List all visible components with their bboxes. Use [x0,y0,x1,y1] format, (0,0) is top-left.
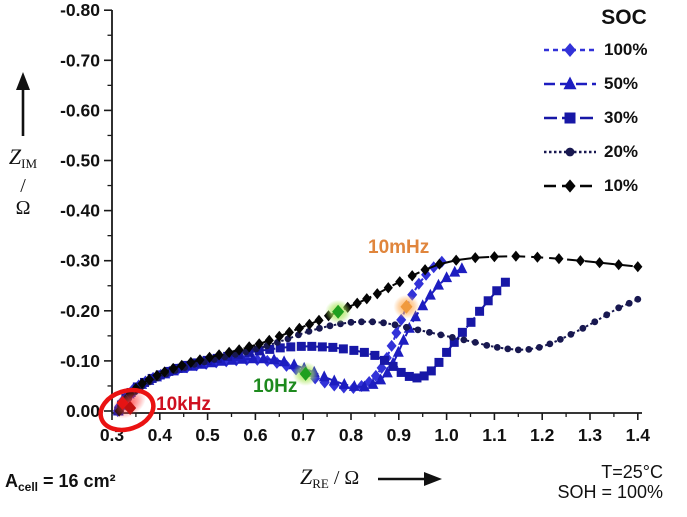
annotation-label-f-low: 10mHz [368,237,429,258]
cell-area-subscript: cell [18,480,39,494]
y-axis-arrow-icon [10,72,36,145]
annotation-f-high: 10kHz [111,389,211,419]
y-axis-ticks: 0.00 -0.10 -0.20 -0.30 -0.40 -0.50 -0.60 -0.70 -… [60,0,112,421]
cell-area-note: Acell = 16 cm² [5,471,116,494]
legend-entry-label: 50% [604,74,639,93]
y-tick-label: -0.70 [60,50,100,70]
x-axis-ticks: 0.3 0.4 0.5 0.6 0.7 0.8 0.9 1.0 1.1 1.2 1.3 1.4 [100,413,650,445]
annotation-label-f-mid: 10Hz [253,376,297,397]
legend-sample-circle-icon [544,147,596,157]
soh-note: SOH = 100% [557,482,663,502]
y-tick-label: -0.10 [60,351,100,371]
x-tick-label: 0.4 [148,425,173,445]
y-tick-label: -0.30 [60,251,100,271]
legend-entry-10: 10% [543,176,671,196]
annotation-label-f-high: 10kHz [156,394,211,415]
y-axis-symbol: Z [8,144,22,169]
x-axis-label: ZRE / Ω [300,464,443,494]
x-axis-arrow-icon [378,472,443,486]
x-tick-label: 1.2 [530,425,555,445]
x-axis-unit: / Ω [328,467,360,489]
legend-sample-triangle-icon [544,76,596,90]
y-tick-label: -0.50 [60,151,100,171]
test-conditions: T=25°C SOH = 100% [557,462,663,502]
legend-title: SOC [601,6,647,29]
x-tick-label: 1.3 [578,425,603,445]
x-tick-label: 0.7 [291,425,315,445]
x-tick-label: 1.1 [482,425,507,445]
y-tick-label: -0.80 [60,0,100,20]
y-axis-label: ZIM / Ω [0,144,46,220]
x-axis-symbol: Z [300,464,313,489]
cell-area-value: = 16 cm² [38,471,116,491]
y-axis-unit: Ω [15,197,31,219]
y-tick-label: -0.40 [60,201,100,221]
legend-entry-100: 100% [543,40,671,60]
cell-area-symbol: A [5,471,18,491]
y-tick-label: 0.00 [66,401,100,421]
x-tick-label: 1.4 [626,425,651,445]
legend-entry-label: 30% [604,108,639,127]
legend-sample-diamond-icon [544,43,596,57]
axes [111,10,642,414]
x-tick-label: 0.5 [195,425,220,445]
x-tick-label: 0.6 [243,425,268,445]
annotation-f-mid: 10Hz [253,299,352,397]
x-axis-symbol-subscript: RE [312,476,329,491]
y-tick-label: -0.20 [60,301,100,321]
y-tick-label: -0.60 [60,100,100,120]
x-tick-label: 1.0 [434,425,459,445]
x-tick-label: 0.9 [387,425,412,445]
red-circle-annotation [98,387,156,433]
x-tick-label: 0.8 [339,425,364,445]
annotation-f-low: 10mHz [368,237,429,319]
y-axis-divider: / [20,175,26,197]
legend-entries: 100% 50% 30% 20% 10% [543,40,671,196]
legend-sample-diamond-icon [544,179,596,193]
y-axis-symbol-subscript: IM [21,156,38,171]
legend-entry-label: 10% [604,176,639,195]
legend-entry-label: 100% [604,40,648,59]
legend-entry-30: 30% [543,108,671,128]
temperature-note: T=25°C [601,462,663,482]
legend-sample-square-icon [544,112,596,124]
legend-entry-20: 20% [543,142,671,162]
legend-entry-50: 50% [543,74,671,94]
legend-entry-label: 20% [604,142,639,161]
series-soc-10 [114,250,643,417]
legend: SOC 100% 50% 30% 20% 10% [543,6,671,210]
